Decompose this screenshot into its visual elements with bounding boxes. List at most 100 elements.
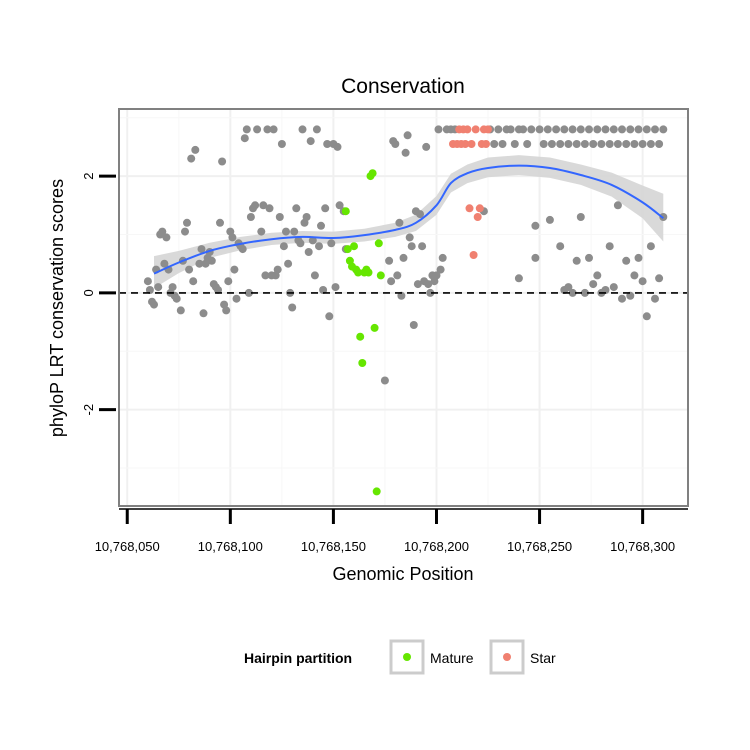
legend-label-mature: Mature bbox=[430, 650, 474, 666]
point-other bbox=[585, 125, 593, 134]
point-mature bbox=[354, 268, 363, 277]
point-other bbox=[409, 321, 418, 329]
point-other bbox=[399, 253, 408, 262]
point-other bbox=[642, 312, 651, 321]
point-mature bbox=[368, 169, 377, 178]
point-other bbox=[638, 277, 647, 286]
point-other bbox=[646, 140, 655, 148]
point-other bbox=[432, 271, 441, 280]
point-mature bbox=[350, 242, 358, 251]
point-other bbox=[277, 140, 286, 148]
point-other bbox=[304, 248, 313, 256]
point-other bbox=[560, 125, 569, 134]
point-other bbox=[589, 280, 598, 289]
point-other bbox=[393, 271, 402, 280]
point-other bbox=[424, 280, 433, 289]
point-other bbox=[162, 233, 171, 242]
point-other bbox=[556, 140, 565, 148]
point-other bbox=[168, 283, 177, 292]
point-other bbox=[302, 213, 311, 221]
point-other bbox=[413, 280, 422, 289]
point-other bbox=[282, 227, 290, 236]
point-other bbox=[609, 125, 618, 134]
point-other bbox=[290, 227, 299, 236]
point-star bbox=[482, 140, 490, 148]
point-other bbox=[576, 213, 585, 221]
legend-key-mature bbox=[389, 639, 425, 675]
point-other bbox=[545, 215, 554, 224]
point-other bbox=[659, 125, 668, 134]
point-other bbox=[426, 288, 435, 297]
point-star bbox=[473, 213, 482, 221]
smooth-trend-line bbox=[153, 164, 664, 275]
point-mature bbox=[343, 245, 352, 254]
point-other bbox=[531, 253, 540, 262]
point-other bbox=[401, 148, 410, 157]
point-other bbox=[642, 125, 651, 134]
point-other bbox=[308, 236, 317, 245]
point-other bbox=[564, 140, 573, 148]
chart-title: Conservation bbox=[341, 75, 465, 98]
point-other bbox=[269, 125, 278, 134]
point-other bbox=[535, 125, 544, 134]
point-other bbox=[539, 140, 548, 148]
point-other bbox=[601, 286, 610, 294]
smooth-confidence-ribbon bbox=[154, 155, 664, 289]
point-other bbox=[214, 286, 222, 294]
point-other bbox=[580, 288, 589, 297]
point-other bbox=[253, 125, 262, 134]
x-tick-label: 10,768,050 bbox=[95, 539, 160, 554]
point-star bbox=[467, 140, 476, 148]
point-other bbox=[265, 204, 274, 213]
point-star bbox=[475, 204, 484, 213]
point-other bbox=[296, 239, 305, 248]
series-other bbox=[143, 125, 668, 385]
point-other bbox=[510, 140, 519, 148]
point-other bbox=[273, 265, 282, 274]
point-other bbox=[655, 140, 664, 148]
point-other bbox=[626, 291, 635, 300]
point-other bbox=[527, 125, 536, 134]
x-tick-label: 10,768,250 bbox=[507, 539, 572, 554]
point-mature bbox=[372, 487, 381, 496]
point-star bbox=[461, 140, 470, 148]
point-other bbox=[181, 227, 189, 236]
point-other bbox=[143, 277, 152, 286]
point-other bbox=[646, 242, 655, 251]
point-other bbox=[150, 300, 158, 309]
point-other bbox=[613, 201, 622, 210]
point-other bbox=[589, 140, 598, 148]
point-other bbox=[228, 233, 237, 242]
point-other bbox=[514, 274, 523, 283]
point-other bbox=[418, 242, 427, 251]
point-other bbox=[323, 140, 332, 148]
point-mature bbox=[364, 268, 373, 277]
point-other bbox=[572, 256, 581, 265]
point-other bbox=[531, 221, 540, 230]
point-mature bbox=[374, 239, 383, 248]
point-other bbox=[183, 218, 191, 227]
point-other bbox=[244, 288, 253, 297]
point-other bbox=[622, 140, 631, 148]
point-mature bbox=[358, 359, 367, 367]
point-other bbox=[312, 125, 321, 134]
point-other bbox=[275, 213, 284, 221]
point-other bbox=[601, 125, 610, 134]
point-other bbox=[519, 125, 528, 134]
y-tick-label: 0 bbox=[81, 289, 96, 296]
legend-entry-mature: Mature bbox=[389, 639, 474, 675]
y-tick-label: 2 bbox=[81, 172, 96, 179]
point-mature bbox=[356, 332, 365, 341]
point-mature bbox=[370, 323, 379, 332]
point-other bbox=[552, 125, 561, 134]
point-other bbox=[651, 294, 659, 303]
data-points bbox=[143, 125, 668, 496]
point-other bbox=[543, 125, 552, 134]
point-other bbox=[325, 312, 334, 321]
point-other bbox=[321, 204, 330, 213]
point-other bbox=[230, 265, 239, 274]
series-mature bbox=[341, 169, 385, 496]
point-other bbox=[207, 256, 216, 265]
point-other bbox=[494, 125, 503, 134]
